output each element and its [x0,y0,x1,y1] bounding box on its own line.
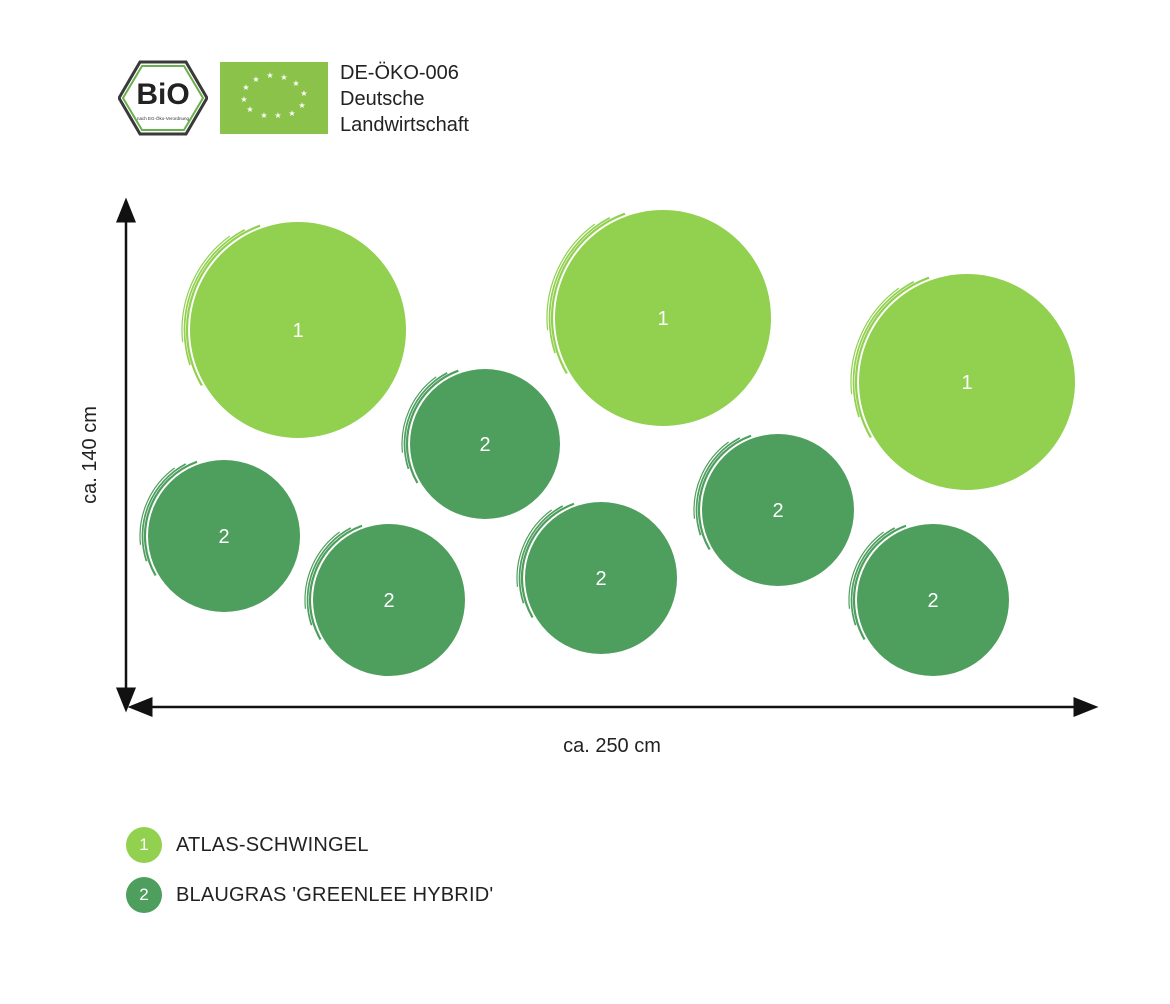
plant-1-circle-3: 1 [850,274,1075,490]
brush-stroke-accent [852,281,915,418]
brush-stroke-accent [185,224,261,387]
plant-2-circle-9: 2 [848,524,1009,676]
plant-number-label: 2 [772,500,783,522]
plant-2-fill [857,524,1009,676]
svg-text:★: ★ [288,109,295,118]
plant-2-fill [702,434,854,586]
legend-label-2: BLAUGRAS 'GREENLEE HYBRID' [176,883,494,906]
svg-text:★: ★ [260,111,267,120]
brush-stroke-accent [850,287,900,395]
legend-item-atlas-schwingel: 1 ATLAS-SCHWINGEL [126,826,493,864]
width-label: ca. 250 cm [563,735,661,757]
plant-1-fill [555,210,771,426]
brush-stroke-accent [854,276,930,439]
plant-number-label: 1 [657,308,668,330]
brush-stroke-accent [850,527,896,626]
plant-number-label: 2 [927,590,938,612]
legend-item-blaugras: 2 BLAUGRAS 'GREENLEE HYBRID' [126,876,493,914]
plant-2-fill [410,369,560,519]
brush-stroke-accent [848,531,884,609]
plant-number-label: 1 [292,320,303,342]
plant-2-fill [525,502,677,654]
cert-code: DE-ÖKO-006 [340,62,459,84]
cert-origin-line-1: Deutsche [340,88,425,110]
plant-number-label: 1 [961,372,972,394]
brush-stroke-accent [139,467,175,545]
plant-number-label: 2 [595,568,606,590]
svg-text:★: ★ [280,73,287,82]
plant-number-label: 2 [383,590,394,612]
legend-marker-2: 2 [126,877,162,913]
plant-2-fill [148,460,300,612]
plant-number-label: 2 [218,526,229,548]
certification-text: DE-ÖKO-006 Deutsche Landwirtschaft [340,60,469,138]
brush-stroke-accent [141,463,187,562]
brush-stroke-accent [401,376,437,453]
svg-text:★: ★ [300,89,307,98]
brush-stroke-accent [516,509,552,587]
brush-stroke-accent [183,229,246,366]
brush-stroke-accent [304,531,340,609]
svg-text:★: ★ [292,79,299,88]
plant-2-circle-7: 2 [516,502,677,654]
plant-2-circle-4: 2 [401,369,560,519]
brush-stroke-accent [143,460,198,577]
brush-stroke-accent [518,505,564,604]
plant-2-circle-5: 2 [139,460,300,612]
brush-stroke-accent [405,369,459,484]
brush-stroke-accent [548,217,611,354]
legend: 1 ATLAS-SCHWINGEL 2 BLAUGRAS 'GREENLEE H… [126,826,493,926]
svg-text:★: ★ [298,101,305,110]
bio-seal-text: BiO [136,78,189,111]
brush-stroke-accent [697,434,752,551]
legend-label-1: ATLAS-SCHWINGEL [176,833,369,856]
svg-text:★: ★ [240,95,247,104]
height-label: ca. 140 cm [79,406,101,504]
bio-seal-subtext: nach EG-Öko-Verordnung [137,115,190,121]
plant-2-circle-6: 2 [304,524,465,676]
brush-stroke-accent [403,372,448,470]
eu-organic-leaf-logo: ★★★★ ★ ★★★★★★★ [220,62,328,134]
plant-group: 1 1 1 2 2 2 2 2 2 [139,210,1075,676]
svg-text:★: ★ [246,105,253,114]
plant-2-circle-8: 2 [693,434,854,586]
bio-seal-logo: BiO nach EG-Öko-Verordnung [118,60,208,136]
brush-stroke-accent [852,524,907,641]
brush-stroke-accent [181,235,231,343]
brush-stroke-accent [695,437,741,536]
plant-1-circle-1: 1 [181,222,406,438]
cert-origin-line-2: Landwirtschaft [340,114,469,136]
plant-2-fill [313,524,465,676]
brush-stroke-accent [546,223,596,331]
svg-text:★: ★ [242,83,249,92]
brush-stroke-accent [520,502,575,619]
plant-1-circle-2: 1 [546,210,771,426]
brush-stroke-accent [306,527,352,626]
plant-1-fill [190,222,406,438]
svg-text:★: ★ [274,111,281,120]
brush-stroke-accent [308,524,363,641]
plant-number-label: 2 [479,434,490,456]
brush-stroke-accent [693,441,729,519]
brush-stroke-accent [550,212,626,375]
svg-text:★: ★ [266,71,273,80]
svg-text:★: ★ [252,75,259,84]
legend-marker-1: 1 [126,827,162,863]
plant-1-fill [859,274,1075,490]
